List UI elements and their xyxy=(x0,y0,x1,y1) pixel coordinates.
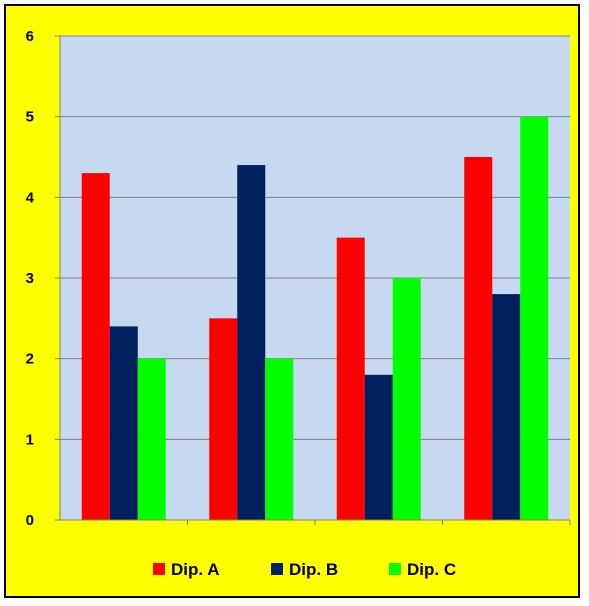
legend-swatch xyxy=(153,563,165,575)
y-tick-label: 3 xyxy=(26,270,34,287)
legend-swatch xyxy=(389,563,401,575)
legend-label: Dip. B xyxy=(289,560,338,579)
y-axis-ticks: 0 1 2 3 4 5 6 xyxy=(26,28,60,529)
bar-dip-c xyxy=(520,116,549,521)
bar-dip-b xyxy=(109,326,138,520)
bar-dip-c xyxy=(392,278,421,520)
bar-dip-b xyxy=(492,294,521,520)
y-tick-label: 1 xyxy=(26,431,34,448)
bar-dip-c xyxy=(265,358,294,520)
y-tick-label: 6 xyxy=(26,28,34,45)
bar-dip-a xyxy=(81,173,110,520)
bars xyxy=(81,116,549,521)
bar-dip-b xyxy=(237,165,266,521)
y-tick-label: 5 xyxy=(26,109,34,126)
legend-swatch xyxy=(271,563,283,575)
y-tick-label: 4 xyxy=(26,189,35,206)
bar-dip-b xyxy=(364,374,393,520)
bar-dip-a xyxy=(464,157,493,520)
legend-label: Dip. A xyxy=(171,560,219,579)
axes xyxy=(59,36,571,525)
y-tick-label: 2 xyxy=(26,351,34,368)
y-tick-label: 0 xyxy=(26,512,34,529)
bar-dip-a xyxy=(336,237,365,520)
legend-label: Dip. C xyxy=(407,560,456,579)
bar-dip-c xyxy=(137,358,166,520)
legend: Dip. A Dip. B Dip. C xyxy=(153,560,456,579)
bar-dip-a xyxy=(209,318,238,520)
